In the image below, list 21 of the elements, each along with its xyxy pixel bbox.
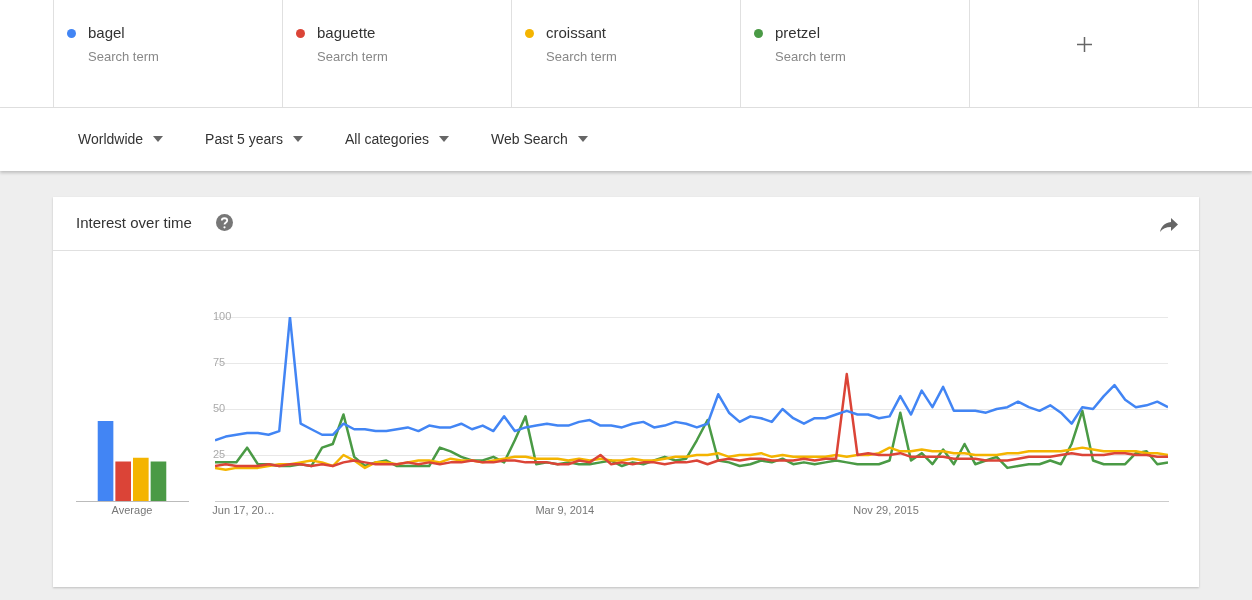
- text: Web Search: [490, 131, 568, 147]
- text: Search term: [88, 49, 159, 64]
- x-tick-label: Average: [111, 503, 153, 516]
- y-tick-label: 100: [213, 310, 232, 323]
- text: Search term: [775, 49, 846, 64]
- x-tick-label: Nov 29, 2015: [853, 503, 919, 516]
- x-tick-label: Jun 17, 20…: [212, 503, 275, 516]
- legend-label: pretzel: [775, 24, 821, 41]
- text: Worldwide: [78, 131, 144, 147]
- y-tick-label: 50: [213, 402, 226, 415]
- legend-label: baguette: [317, 24, 376, 41]
- text: All categories: [344, 131, 429, 147]
- y-tick-label: 75: [213, 356, 226, 369]
- text: Search term: [317, 49, 388, 64]
- x-tick-label: Mar 9, 2014: [535, 503, 595, 516]
- text: Search term: [546, 49, 617, 64]
- legend-label: bagel: [88, 24, 125, 41]
- chart-title: Interest over time: [76, 214, 192, 231]
- text: Past 5 years: [205, 131, 283, 147]
- legend-label: croissant: [546, 24, 607, 41]
- y-tick-label: 25: [213, 448, 226, 461]
